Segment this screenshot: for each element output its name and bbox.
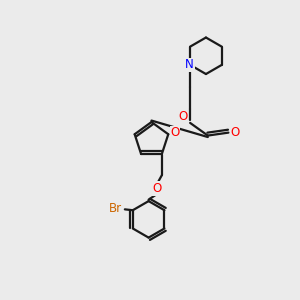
Text: O: O: [230, 126, 239, 139]
Text: O: O: [153, 182, 162, 195]
Text: O: O: [170, 126, 179, 139]
Text: N: N: [185, 58, 194, 71]
Text: O: O: [178, 110, 188, 123]
Text: Br: Br: [109, 202, 122, 215]
